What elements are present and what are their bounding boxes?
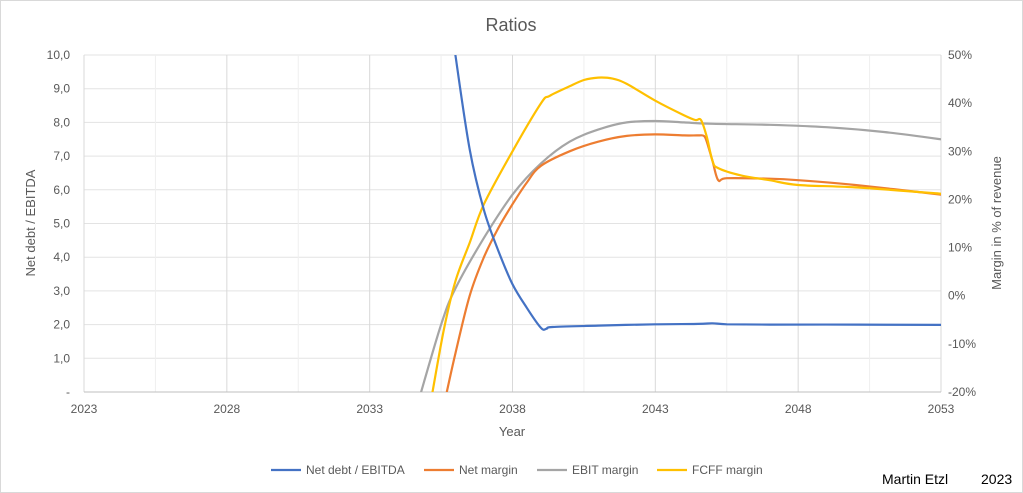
y2-tick-label: 20% (948, 192, 972, 206)
x-tick-label: 2033 (356, 402, 383, 416)
series-line-fcff-margin (431, 76, 941, 392)
y2-tick-label: -20% (948, 385, 976, 399)
legend-label: EBIT margin (572, 463, 638, 477)
y-tick-label: - (66, 385, 70, 399)
y-tick-label: 1,0 (53, 351, 70, 365)
y2-axis-title: Margin in % of revenue (989, 156, 1004, 290)
y2-tick-label: 10% (948, 241, 972, 255)
series-line-net-margin (445, 133, 941, 392)
y-tick-label: 7,0 (53, 149, 70, 163)
x-tick-label: 2023 (71, 402, 98, 416)
year-credit: 2023 (981, 471, 1013, 487)
y-axis-title: Net debt / EBITDA (23, 169, 38, 276)
y-tick-label: 5,0 (53, 217, 70, 231)
series-line-ebit-margin (420, 119, 941, 392)
x-tick-label: 2043 (642, 402, 669, 416)
y-tick-label: 2,0 (53, 318, 70, 332)
y2-tick-label: 30% (948, 144, 972, 158)
legend-label: Net margin (459, 463, 518, 477)
y-tick-label: 9,0 (53, 82, 70, 96)
legend-label: FCFF margin (692, 463, 763, 477)
y-tick-label: 6,0 (53, 183, 70, 197)
y2-tick-label: 50% (948, 48, 972, 62)
y-tick-label: 10,0 (47, 48, 71, 62)
author-credit: Martin Etzl (882, 471, 949, 487)
y2-tick-label: 0% (948, 289, 966, 303)
series-line-net-debt-ebitda (454, 55, 941, 331)
y2-tick-label: -10% (948, 337, 976, 351)
x-tick-label: 2048 (785, 402, 812, 416)
x-axis-title: Year (499, 424, 526, 439)
y-tick-label: 8,0 (53, 115, 70, 129)
x-tick-label: 2028 (213, 402, 240, 416)
legend-label: Net debt / EBITDA (306, 463, 405, 477)
x-tick-label: 2053 (928, 402, 955, 416)
y2-tick-label: 40% (948, 96, 972, 110)
y-tick-label: 3,0 (53, 284, 70, 298)
chart-title: Ratios (485, 15, 536, 35)
x-tick-label: 2038 (499, 402, 526, 416)
y-tick-label: 4,0 (53, 250, 70, 264)
